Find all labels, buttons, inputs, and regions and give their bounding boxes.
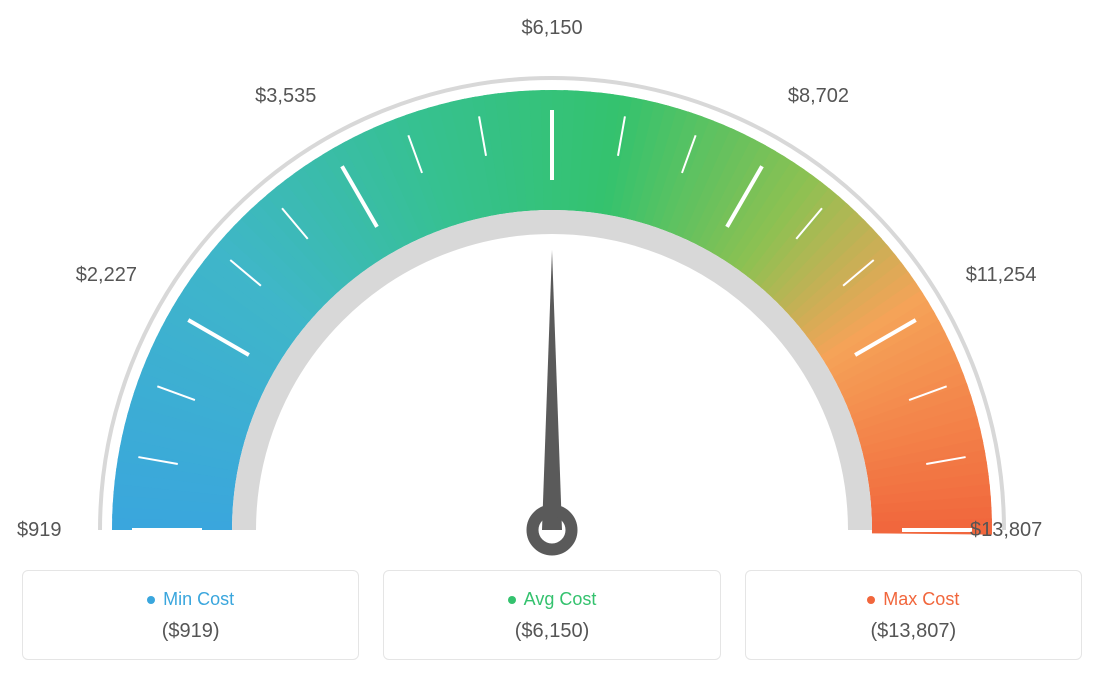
legend-max-title: Max Cost <box>867 589 959 610</box>
legend-max-value: ($13,807) <box>756 620 1071 643</box>
legend-min-label: Min Cost <box>163 589 234 610</box>
legend-max: Max Cost ($13,807) <box>745 570 1082 660</box>
legend-row: Min Cost ($919) Avg Cost ($6,150) Max Co… <box>22 570 1082 660</box>
gauge-tick-label: $8,702 <box>788 85 849 108</box>
gauge-tick-label: $6,150 <box>522 17 583 40</box>
bullet-icon <box>867 596 875 604</box>
legend-min-title: Min Cost <box>147 589 234 610</box>
gauge-svg <box>22 20 1082 560</box>
legend-max-label: Max Cost <box>883 589 959 610</box>
legend-avg-title: Avg Cost <box>508 589 597 610</box>
legend-avg-label: Avg Cost <box>524 589 597 610</box>
gauge-tick-label: $2,227 <box>76 264 137 287</box>
gauge-tick-label: $919 <box>17 519 62 542</box>
legend-min: Min Cost ($919) <box>22 570 359 660</box>
legend-avg-value: ($6,150) <box>394 620 709 643</box>
legend-avg: Avg Cost ($6,150) <box>383 570 720 660</box>
bullet-icon <box>508 596 516 604</box>
legend-min-value: ($919) <box>33 620 348 643</box>
bullet-icon <box>147 596 155 604</box>
cost-gauge: $919$2,227$3,535$6,150$8,702$11,254$13,8… <box>22 20 1082 560</box>
gauge-tick-label: $11,254 <box>966 264 1037 287</box>
gauge-tick-label: $13,807 <box>970 519 1042 542</box>
gauge-tick-label: $3,535 <box>255 85 316 108</box>
